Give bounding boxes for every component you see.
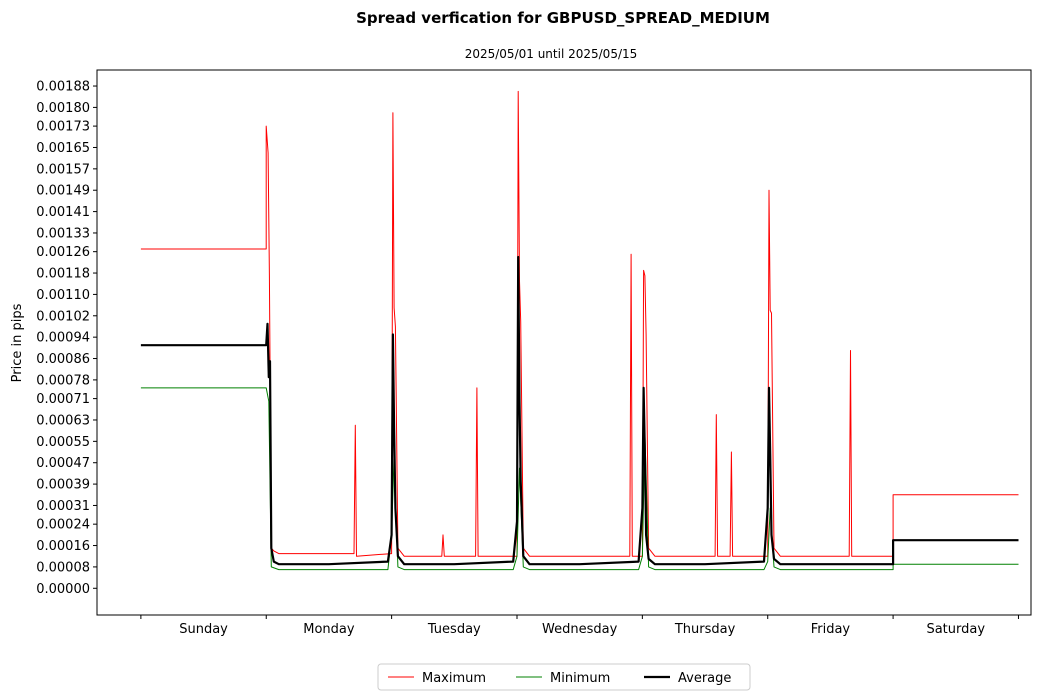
y-tick-label: 0.00024: [36, 518, 90, 533]
y-tick-label: 0.00016: [36, 539, 90, 554]
legend-label-maximum: Maximum: [422, 671, 486, 686]
series-line-maximum: [140, 90, 1019, 557]
y-tick-label: 0.00071: [36, 392, 90, 407]
y-axis-label: Price in pips: [10, 303, 25, 382]
y-tick-label: 0.00173: [36, 120, 90, 135]
y-tick-label: 0.00141: [36, 205, 90, 220]
chart-title: Spread verfication for GBPUSD_SPREAD_MED…: [356, 9, 770, 27]
x-category-label: Wednesday: [542, 622, 618, 637]
x-category-label: Friday: [811, 622, 851, 637]
series-line-average: [140, 255, 1019, 566]
y-tick-label: 0.00078: [36, 373, 90, 388]
x-category-label: Sunday: [179, 622, 228, 637]
y-tick-label: 0.00165: [36, 141, 90, 156]
legend-label-minimum: Minimum: [550, 671, 610, 686]
y-tick-label: 0.00031: [36, 499, 90, 514]
legend-label-average: Average: [678, 671, 731, 686]
x-category-label: Monday: [303, 622, 355, 637]
y-tick-label: 0.00157: [36, 162, 90, 177]
y-tick-label: 0.00047: [36, 456, 90, 471]
y-tick-label: 0.00133: [36, 226, 90, 241]
chart-subtitle: 2025/05/01 until 2025/05/15: [465, 47, 638, 61]
y-tick-label: 0.00188: [36, 80, 90, 95]
y-tick-label: 0.00126: [36, 245, 90, 260]
legend: Maximum Minimum Average: [377, 663, 751, 691]
y-tick-label: 0.00055: [36, 435, 90, 450]
series-line-minimum: [140, 387, 1019, 571]
y-tick-label: 0.00110: [36, 288, 90, 303]
x-category-label: Tuesday: [427, 622, 481, 637]
x-category-label: Thursday: [674, 622, 736, 637]
y-tick-label: 0.00000: [36, 582, 90, 597]
y-tick-label: 0.00149: [36, 184, 90, 199]
y-tick-label: 0.00063: [36, 413, 90, 428]
x-category-label: Saturday: [926, 622, 985, 637]
y-tick-label: 0.00118: [36, 267, 90, 282]
y-tick-label: 0.00086: [36, 352, 90, 367]
plot-frame: [96, 69, 1032, 616]
y-tick-label: 0.00102: [36, 309, 90, 324]
plot-area: 0.00000 0.00008 0.00016 0.00024 0.00031 0.000…: [36, 69, 1032, 637]
y-tick-label: 0.00008: [36, 560, 90, 575]
y-tick-label: 0.00180: [36, 101, 90, 116]
legend-box: [377, 663, 751, 691]
y-tick-label: 0.00094: [36, 331, 90, 346]
y-tick-label: 0.00039: [36, 478, 90, 493]
